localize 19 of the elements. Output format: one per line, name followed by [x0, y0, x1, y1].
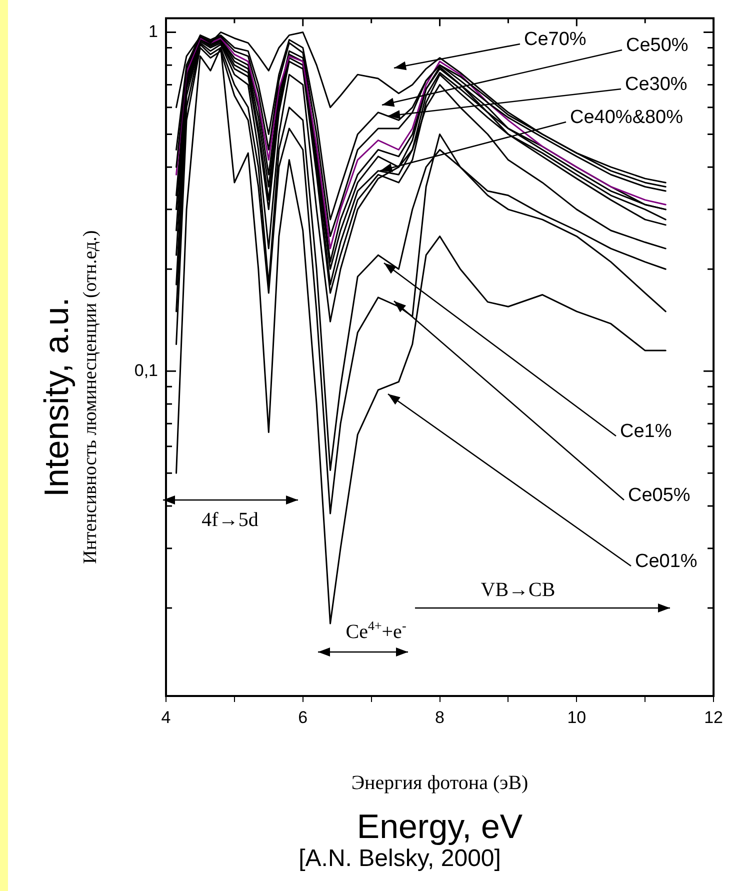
annotation: Ce70% [524, 29, 586, 50]
annotation: Ce01% [635, 551, 698, 572]
text: [A.N. Belsky, 2000] [298, 845, 501, 872]
annotation: Ce40%&80% [570, 107, 684, 128]
x-tick-label: 12 [704, 708, 724, 727]
y-axis-title: Intensity, a.u. Интенсивность люминесценции (отн.ед.) [38, 230, 101, 564]
annotation: Ce50% [626, 35, 688, 56]
x-tick-label: 6 [298, 708, 308, 727]
annotation: Ce30% [625, 74, 688, 96]
x-tick-label: 4 [161, 708, 171, 727]
x-axis-title: Энергия фотона (эВ) Energy, eV [351, 772, 528, 846]
y-tick-label: 0,1 [134, 360, 158, 380]
annotation: 4f→5d [202, 509, 258, 531]
annotation: Ce1% [620, 421, 672, 442]
x-tick-label: 8 [435, 708, 445, 727]
x-tick-label: 10 [567, 708, 586, 727]
y-tick-label: 1 [148, 22, 158, 41]
annotation: VB→CB [480, 579, 556, 601]
annotation: Ce05% [628, 485, 690, 506]
